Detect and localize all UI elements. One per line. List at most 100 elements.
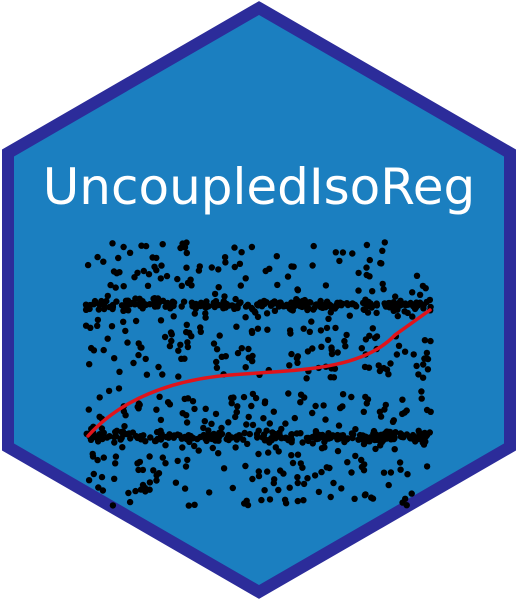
scatter-point — [418, 388, 425, 395]
scatter-point — [266, 496, 274, 503]
scatter-point — [310, 242, 317, 250]
scatter-point — [94, 253, 101, 261]
scatter-point — [275, 486, 282, 494]
scatter-point — [355, 269, 362, 277]
scatter-point — [410, 351, 417, 358]
scatter-point — [324, 336, 332, 344]
scatter-point — [308, 318, 315, 325]
scatter-point — [404, 471, 411, 478]
scatter-point — [328, 350, 336, 358]
scatter-point — [162, 303, 169, 310]
scatter-point — [355, 287, 362, 294]
scatter-point — [168, 337, 175, 345]
scatter-point — [382, 303, 390, 310]
scatter-point — [300, 497, 307, 504]
scatter-point — [183, 239, 190, 246]
scatter-point — [125, 489, 132, 497]
scatter-point — [181, 433, 189, 441]
scatter-point — [249, 475, 256, 483]
scatter-point — [153, 477, 160, 484]
scatter-point — [191, 501, 198, 508]
scatter-point — [186, 438, 193, 446]
scatter-point — [112, 460, 119, 467]
scatter-point — [166, 342, 174, 350]
scatter-point — [183, 321, 190, 328]
scatter-point — [136, 458, 144, 466]
scatter-point — [293, 430, 300, 437]
scatter-point — [202, 405, 209, 412]
scatter-point — [100, 454, 108, 461]
scatter-point — [297, 460, 304, 467]
scatter-point — [228, 394, 235, 402]
scatter-point — [327, 493, 334, 501]
scatter-point — [249, 352, 256, 360]
scatter-point — [153, 267, 160, 274]
scatter-point — [264, 468, 271, 475]
scatter-point — [288, 350, 295, 358]
scatter-point — [109, 240, 116, 247]
scatter-points — [82, 239, 434, 509]
scatter-point — [309, 262, 316, 269]
scatter-point — [424, 355, 432, 363]
scatter-point — [126, 498, 134, 506]
scatter-point — [106, 303, 113, 311]
scatter-point — [184, 456, 191, 464]
scatter-point — [145, 271, 153, 278]
scatter-point — [96, 301, 103, 308]
scatter-point — [159, 371, 166, 378]
scatter-point — [232, 413, 239, 421]
scatter-point — [220, 465, 228, 472]
scatter-point — [282, 420, 289, 427]
scatter-point — [348, 469, 355, 476]
scatter-point — [379, 247, 386, 254]
scatter-point — [218, 424, 225, 432]
scatter-point — [111, 475, 118, 482]
scatter-point — [335, 422, 343, 429]
scatter-point — [184, 343, 192, 351]
scatter-point — [154, 295, 162, 302]
scatter-point — [364, 309, 372, 316]
scatter-point — [109, 502, 117, 509]
scatter-point — [216, 332, 223, 339]
scatter-point — [106, 433, 113, 440]
scatter-point — [115, 385, 123, 392]
scatter-point — [362, 299, 369, 306]
scatter-point — [403, 502, 410, 509]
scatter-point — [150, 467, 157, 474]
scatter-point — [339, 391, 347, 398]
scatter-point — [135, 351, 142, 359]
scatter-point — [234, 349, 242, 357]
scatter-point — [170, 313, 177, 320]
scatter-point — [285, 436, 292, 444]
scatter-point — [257, 299, 264, 306]
scatter-point — [310, 306, 317, 313]
scatter-point — [132, 317, 140, 325]
scatter-point — [89, 433, 97, 440]
scatter-point — [112, 284, 119, 291]
scatter-point — [143, 371, 151, 378]
scatter-point — [322, 416, 329, 423]
scatter-point — [332, 249, 339, 256]
scatter-point — [261, 398, 269, 405]
scatter-point — [363, 264, 370, 271]
scatter-point — [192, 305, 199, 312]
scatter-point — [397, 466, 404, 473]
scatter-point — [398, 431, 405, 438]
scatter-point — [180, 298, 188, 305]
scatter-point — [286, 484, 293, 491]
scatter-point — [286, 327, 294, 334]
scatter-point — [238, 345, 245, 352]
scatter-point — [402, 495, 409, 502]
scatter-point — [210, 340, 218, 347]
scatter-point — [98, 425, 106, 432]
scatter-point — [288, 299, 295, 306]
scatter-point — [203, 304, 210, 311]
scatter-point — [157, 275, 164, 282]
scatter-point — [95, 484, 102, 491]
scatter-point — [172, 479, 180, 486]
scatter-point — [206, 489, 213, 496]
scatter-point — [304, 475, 311, 482]
scatter-point — [315, 488, 323, 496]
scatter-point — [334, 349, 341, 356]
scatter-point — [323, 464, 330, 471]
